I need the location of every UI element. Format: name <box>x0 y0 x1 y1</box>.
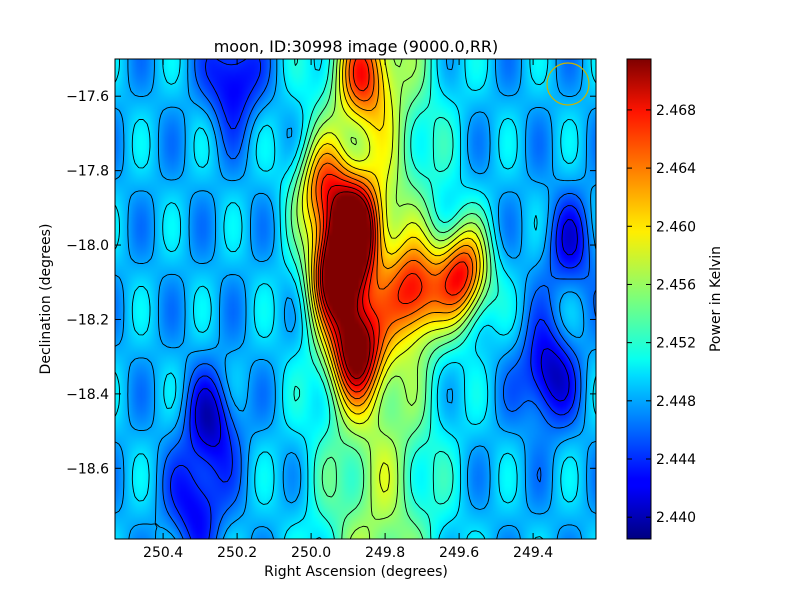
plot-area <box>114 58 597 540</box>
x-axis: 250.4 250.2 250.0 249.8 249.6 249.4 <box>143 59 553 561</box>
x-tick-label: 249.8 <box>365 545 405 561</box>
contour-level <box>317 59 469 393</box>
x-axis-label: Right Ascension (degrees) <box>264 564 448 580</box>
contour-level <box>301 59 484 493</box>
colorbar: 2.440 2.444 2.448 2.452 2.456 2.460 2.464 2.468… <box>626 58 724 540</box>
contour-level <box>306 59 481 415</box>
contour-level <box>115 59 596 539</box>
contour-level <box>285 59 499 539</box>
x-tick-label: 249.6 <box>439 545 479 561</box>
colorbar-tick-label: 2.444 <box>656 452 696 468</box>
colorbar-tick-label: 2.448 <box>656 394 696 410</box>
contour-level <box>194 219 578 447</box>
x-tick-label: 249.4 <box>513 545 553 561</box>
y-tick-label: −18.6 <box>66 461 109 477</box>
colorbar-label: Power in Kelvin <box>708 246 724 352</box>
contour-level <box>322 191 372 380</box>
y-tick-label: −17.8 <box>66 164 109 180</box>
y-axis: −17.6 −17.8 −18.0 −18.2 −18.4 −18.6 <box>66 89 596 477</box>
contour-level <box>319 185 375 386</box>
y-tick-label: −17.6 <box>66 89 109 105</box>
contour-level <box>290 59 492 539</box>
contour-level <box>170 59 584 539</box>
beam-circle <box>546 62 590 106</box>
contour-lines <box>115 59 596 539</box>
contour-level <box>115 59 596 539</box>
colorbar-tick-label: 2.460 <box>656 219 696 235</box>
contour-level <box>310 59 478 407</box>
contour-level <box>162 59 596 539</box>
colorbar-tick-label: 2.464 <box>656 161 696 177</box>
y-axis-label: Declination (degrees) <box>38 224 54 375</box>
contour-level <box>315 59 474 400</box>
plot-frame <box>114 58 597 540</box>
y-tick-label: −18.0 <box>66 238 109 254</box>
colorbar-tick-label: 2.456 <box>656 277 696 293</box>
x-tick-label: 250.2 <box>217 545 257 561</box>
chart-title: moon, ID:30998 image (9000.0,RR) <box>214 37 499 56</box>
colorbar-ticks: 2.440 2.444 2.448 2.452 2.456 2.460 2.464 2.468 <box>627 103 696 526</box>
colorbar-tick-label: 2.440 <box>656 510 696 526</box>
colorbar-tick-label: 2.452 <box>656 336 696 352</box>
y-tick-label: −18.2 <box>66 312 109 328</box>
x-tick-label: 250.4 <box>143 545 183 561</box>
x-tick-label: 250.0 <box>291 545 331 561</box>
contour-level <box>296 59 488 539</box>
y-tick-label: −18.4 <box>66 387 109 403</box>
colorbar-tick-label: 2.468 <box>656 103 696 119</box>
colorbar-gradient <box>626 58 652 540</box>
